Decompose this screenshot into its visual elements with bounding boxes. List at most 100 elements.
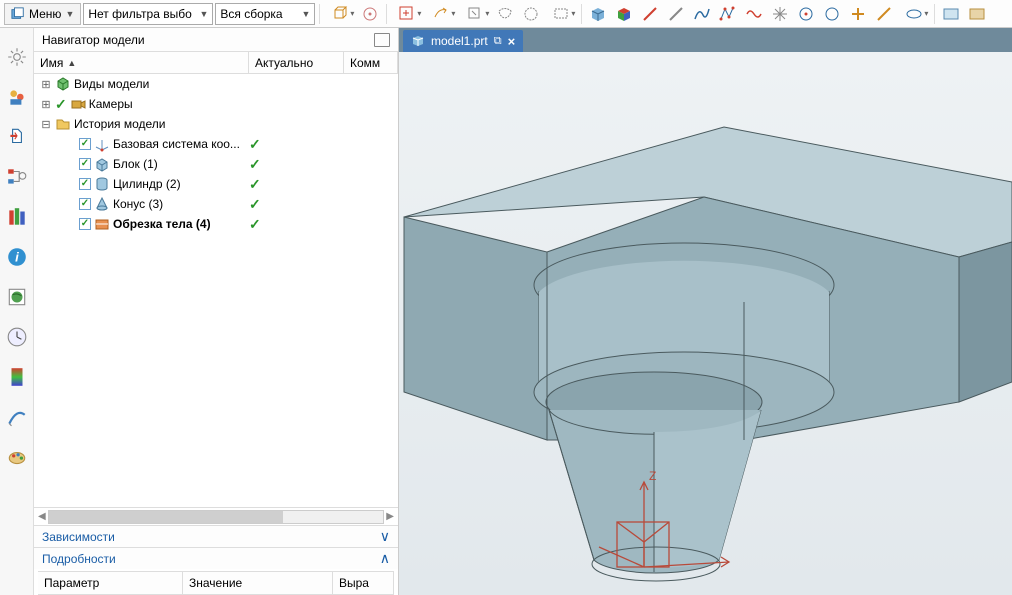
tree-row[interactable]: ⊞✓Камеры: [34, 94, 398, 114]
3d-canvas[interactable]: Z: [399, 52, 1012, 595]
menu-button[interactable]: Меню ▼: [4, 3, 81, 25]
left-sidebar: i: [0, 28, 34, 595]
details-col-value[interactable]: Значение: [183, 572, 333, 594]
separator: [934, 4, 935, 24]
tree-row[interactable]: ⊞ Виды модели: [34, 74, 398, 94]
tool-btn-1[interactable]: [324, 3, 356, 25]
lb-books-icon[interactable]: [6, 206, 28, 228]
lb-gradient-icon[interactable]: [6, 366, 28, 388]
tab-popout-icon[interactable]: ⧉: [494, 35, 502, 48]
expander[interactable]: [64, 178, 76, 190]
expander[interactable]: [64, 158, 76, 170]
navigator-header: Навигатор модели: [34, 28, 398, 52]
part-icon: [411, 34, 425, 48]
tree-row[interactable]: Базовая система коо...✓: [34, 134, 398, 154]
tree-node-label: Виды модели: [74, 77, 149, 91]
star-lines-icon: [771, 5, 789, 23]
tool-btn-4[interactable]: [425, 3, 457, 25]
expander[interactable]: ⊞: [40, 78, 52, 91]
checkbox[interactable]: [79, 158, 91, 170]
plus-icon: [849, 5, 867, 23]
tool-btn-cross[interactable]: [846, 3, 870, 25]
col-name-header[interactable]: Имя▲: [34, 52, 249, 73]
expander[interactable]: [64, 218, 76, 230]
tool-btn-circle2[interactable]: [820, 3, 844, 25]
expander[interactable]: [64, 138, 76, 150]
actual-check-icon: ✓: [249, 136, 261, 153]
expander[interactable]: ⊟: [40, 118, 52, 131]
tool-btn-7[interactable]: [519, 3, 543, 25]
lb-measure-icon[interactable]: [6, 406, 28, 428]
chevron-down-icon: ▼: [301, 9, 310, 19]
tree-node-label: Конус (3): [113, 197, 163, 211]
tool-btn-view1[interactable]: [939, 3, 963, 25]
diag-orange-icon: [875, 5, 893, 23]
tree-scrollbar[interactable]: ◀ ▶: [34, 507, 398, 525]
col-comment-header[interactable]: Комм: [344, 52, 398, 73]
scroll-thumb[interactable]: [49, 511, 283, 523]
expander[interactable]: ⊞: [40, 98, 52, 111]
lb-clock-icon[interactable]: [6, 326, 28, 348]
model-tree[interactable]: ⊞ Виды модели ⊞✓Камеры⊟История модели Базо…: [34, 74, 398, 507]
lb-tree-icon[interactable]: [6, 166, 28, 188]
tool-btn-ellipse[interactable]: [898, 3, 930, 25]
expander[interactable]: [64, 198, 76, 210]
details-col-param[interactable]: Параметр: [38, 572, 183, 594]
tool-btn-view2[interactable]: [965, 3, 989, 25]
main-area: i Навигатор модели Имя▲ Актуально Комм ⊞…: [0, 28, 1012, 595]
tool-btn-5[interactable]: [459, 3, 491, 25]
tool-btn-2[interactable]: [358, 3, 382, 25]
lb-people-icon[interactable]: [6, 86, 28, 108]
tree-row[interactable]: Блок (1)✓: [34, 154, 398, 174]
checkbox[interactable]: [79, 218, 91, 230]
tool-btn-line1[interactable]: [638, 3, 662, 25]
tree-row[interactable]: Цилиндр (2)✓: [34, 174, 398, 194]
tool-btn-8[interactable]: [545, 3, 577, 25]
tree-row[interactable]: ⊟История модели: [34, 114, 398, 134]
tool-btn-spline[interactable]: [690, 3, 714, 25]
details-col-expr[interactable]: Выра: [333, 572, 394, 594]
wave-icon: [745, 5, 763, 23]
details-section[interactable]: Подробности ∧: [34, 547, 398, 569]
details-col-param-label: Параметр: [44, 576, 99, 590]
menu-icon: [11, 7, 25, 21]
lb-globe-icon[interactable]: [6, 286, 28, 308]
separator: [581, 4, 582, 24]
lb-gear-icon[interactable]: [6, 46, 28, 68]
lb-info-icon[interactable]: i: [6, 246, 28, 268]
filter-dropdown[interactable]: Нет фильтра выбо ▼: [83, 3, 213, 25]
pin-button[interactable]: [374, 33, 390, 47]
dependencies-section[interactable]: Зависимости ∨: [34, 525, 398, 547]
tree-row[interactable]: Конус (3)✓: [34, 194, 398, 214]
tool-btn-shaded[interactable]: [586, 3, 610, 25]
lasso-icon: [496, 5, 514, 23]
col-actual-header[interactable]: Актуально: [249, 52, 344, 73]
tool-btn-circle1[interactable]: [794, 3, 818, 25]
checkbox[interactable]: [79, 138, 91, 150]
checkbox[interactable]: [79, 198, 91, 210]
rect-dashed-icon: [552, 5, 570, 23]
lb-clip-icon[interactable]: [6, 126, 28, 148]
navigator-title: Навигатор модели: [42, 33, 145, 47]
view-icon: [942, 5, 960, 23]
csys-icon: [94, 136, 110, 152]
assembly-dropdown[interactable]: Вся сборка ▼: [215, 3, 315, 25]
sketch-icon: [466, 5, 484, 23]
document-tab[interactable]: model1.prt ⧉ ×: [403, 30, 523, 52]
tree-node-label: Блок (1): [113, 157, 158, 171]
menu-label: Меню: [29, 7, 61, 21]
checkbox[interactable]: [79, 178, 91, 190]
scroll-track[interactable]: [48, 510, 385, 524]
tool-btn-3[interactable]: [391, 3, 423, 25]
tool-btn-poly[interactable]: [716, 3, 740, 25]
tool-btn-star[interactable]: [768, 3, 792, 25]
tool-btn-wireframe[interactable]: [612, 3, 636, 25]
tool-btn-line2[interactable]: [664, 3, 688, 25]
tree-row[interactable]: Обрезка тела (4)✓: [34, 214, 398, 234]
model-render: Z: [399, 52, 1012, 595]
tool-btn-diag[interactable]: [872, 3, 896, 25]
tab-close-icon[interactable]: ×: [508, 34, 516, 49]
tool-btn-6[interactable]: [493, 3, 517, 25]
tool-btn-wave[interactable]: [742, 3, 766, 25]
lb-paint-icon[interactable]: [6, 446, 28, 468]
